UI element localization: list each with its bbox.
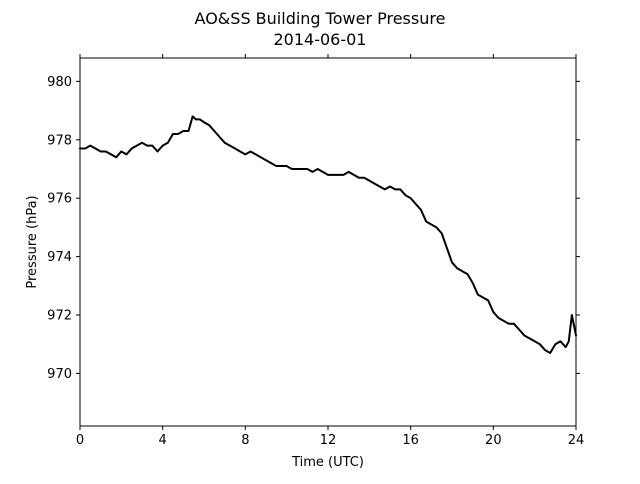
- x-tick-label: 16: [402, 433, 419, 448]
- y-tick-label: 970: [47, 367, 72, 382]
- x-tick-label: 4: [159, 433, 167, 448]
- x-tick-label: 20: [485, 433, 502, 448]
- plot-area: 0 4 8 12 16 20 24 970 972 974 976 978 980: [47, 54, 584, 448]
- y-tick-label: 974: [47, 250, 72, 265]
- y-tick-label: 980: [47, 75, 72, 90]
- y-tick-label: 976: [47, 192, 72, 207]
- y-axis-label: Pressure (hPa): [25, 195, 40, 288]
- data-line-0: [79, 115, 577, 354]
- y-tick-label: 978: [47, 133, 72, 148]
- x-axis-label: Time (UTC): [291, 455, 364, 470]
- x-tick-label: 8: [241, 433, 249, 448]
- chart-title: AO&SS Building Tower Pressure: [195, 9, 446, 28]
- x-tick-label: 24: [568, 433, 585, 448]
- chart-subtitle: 2014-06-01: [274, 30, 367, 49]
- x-tick-label: 0: [76, 433, 84, 448]
- plot-frame: [79, 57, 577, 427]
- y-tick-label: 972: [47, 309, 72, 324]
- x-tick-label: 12: [320, 433, 337, 448]
